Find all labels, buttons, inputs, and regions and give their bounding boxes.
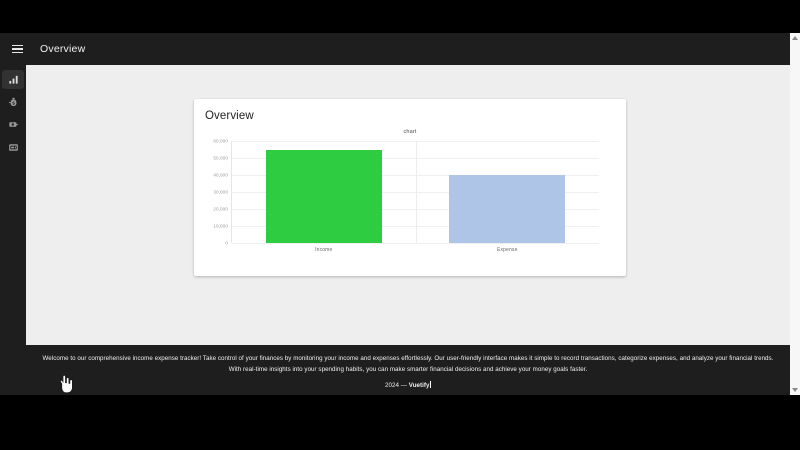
- bar-chart-icon: [8, 74, 19, 85]
- chart-bar[interactable]: [265, 149, 382, 243]
- browser-page: Overview: [0, 33, 790, 395]
- hamburger-menu-icon[interactable]: [4, 36, 30, 62]
- chart-x-tick-label: Income: [315, 247, 333, 253]
- sidebar-item-income[interactable]: [2, 93, 24, 112]
- page-title: Overview: [40, 43, 86, 55]
- chart-plot-area: 60,000 50,000 40,000 30,000 20,000 10,000 0 Inc…: [213, 139, 599, 253]
- chart-x-tick-label: Expense: [496, 247, 518, 253]
- chart-title: chart: [403, 129, 417, 135]
- chart-y-tick-label: 40,000: [213, 172, 228, 178]
- sidebar-item-expense[interactable]: [2, 115, 24, 134]
- chart-y-tick-label: 0: [225, 240, 228, 246]
- bar-chart: chart 60,000 50,000 40,000 30,000 20,000 10,0…: [194, 129, 626, 274]
- footer-copyright: 2024 — Vuetify: [34, 381, 782, 389]
- text-caret: [430, 381, 431, 388]
- app-bar: Overview: [0, 33, 790, 65]
- sidebar-item-dashboard[interactable]: [2, 70, 24, 89]
- overview-card: Overview chart 60,000 50,000 40,000 30,000 2…: [194, 99, 626, 276]
- chart-y-tick-label: 50,000: [213, 155, 228, 161]
- sidebar-item-transactions[interactable]: [2, 138, 24, 157]
- scroll-up-arrow-icon[interactable]: [790, 33, 800, 43]
- content-area: Overview chart 60,000 50,000 40,000 30,000 2…: [26, 65, 790, 395]
- chart-y-tick-label: 30,000: [213, 189, 228, 195]
- sidebar-rail: [0, 65, 26, 395]
- scroll-down-arrow-icon[interactable]: [790, 385, 800, 395]
- chart-bar[interactable]: [449, 175, 566, 243]
- card-title: Overview: [205, 110, 254, 122]
- chart-y-tick-label: 20,000: [213, 206, 228, 212]
- footer-paragraph: Welcome to our comprehensive income expe…: [42, 355, 774, 373]
- footer: Welcome to our comprehensive income expe…: [26, 345, 790, 395]
- chart-gridline: [232, 243, 599, 244]
- footer-year: 2024 —: [384, 382, 407, 389]
- chart-category-divider: [415, 141, 417, 243]
- vertical-scrollbar[interactable]: [790, 33, 800, 395]
- money-bag-icon: [8, 97, 19, 108]
- wallet-card-icon: [8, 142, 19, 153]
- footer-brand: Vuetify: [408, 382, 430, 389]
- chart-y-tick-label: 10,000: [213, 223, 228, 229]
- chart-y-tick-label: 60,000: [213, 138, 228, 144]
- cash-flow-icon: [8, 119, 19, 130]
